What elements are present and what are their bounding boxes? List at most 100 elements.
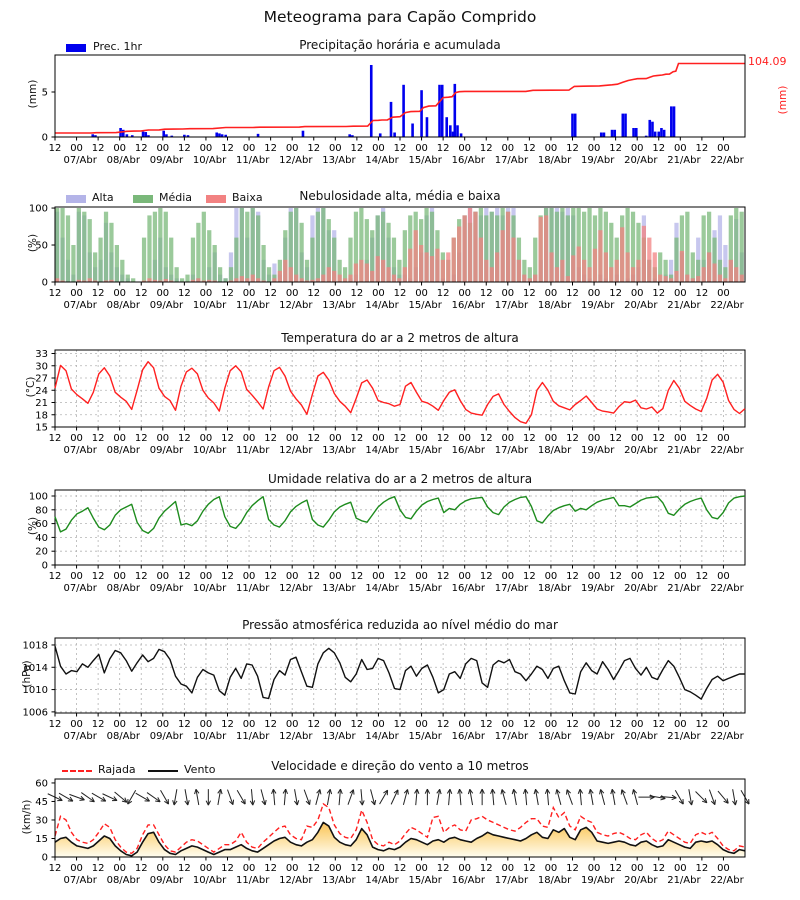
svg-text:07/Abr: 07/Abr	[63, 445, 97, 456]
svg-text:15/Abr: 15/Abr	[408, 155, 442, 166]
svg-text:18/Abr: 18/Abr	[538, 875, 572, 886]
svg-text:00: 00	[631, 288, 644, 299]
svg-text:12: 12	[652, 288, 665, 299]
svg-text:11/Abr: 11/Abr	[236, 155, 270, 166]
svg-text:00: 00	[286, 433, 299, 444]
svg-text:00: 00	[674, 863, 687, 874]
svg-text:00: 00	[415, 571, 428, 582]
svg-text:00: 00	[415, 863, 428, 874]
svg-text:17/Abr: 17/Abr	[495, 875, 529, 886]
svg-text:12: 12	[696, 143, 709, 154]
svg-text:00: 00	[717, 288, 730, 299]
svg-text:20/Abr: 20/Abr	[624, 155, 658, 166]
svg-text:100: 100	[29, 492, 48, 503]
svg-text:5: 5	[42, 87, 48, 98]
svg-text:07/Abr: 07/Abr	[63, 731, 97, 742]
svg-text:00: 00	[243, 143, 256, 154]
svg-text:12: 12	[480, 719, 493, 730]
svg-text:00: 00	[717, 571, 730, 582]
svg-text:12: 12	[566, 719, 579, 730]
svg-text:22/Abr: 22/Abr	[710, 731, 744, 742]
svg-text:15: 15	[35, 423, 48, 434]
svg-text:12: 12	[652, 571, 665, 582]
svg-text:15/Abr: 15/Abr	[408, 445, 442, 456]
svg-text:00: 00	[717, 433, 730, 444]
svg-text:13/Abr: 13/Abr	[322, 583, 356, 594]
svg-text:12: 12	[49, 719, 62, 730]
baixa-legend-label: Baixa	[232, 191, 263, 204]
svg-text:00: 00	[545, 863, 558, 874]
svg-text:12: 12	[49, 143, 62, 154]
svg-text:12: 12	[264, 571, 277, 582]
svg-text:12/Abr: 12/Abr	[279, 583, 313, 594]
svg-text:17/Abr: 17/Abr	[495, 445, 529, 456]
svg-text:00: 00	[674, 571, 687, 582]
svg-text:00: 00	[372, 143, 385, 154]
svg-text:00: 00	[631, 863, 644, 874]
svg-text:00: 00	[415, 143, 428, 154]
pressure-title: Pressão atmosférica reduzida ao nível mé…	[242, 618, 558, 632]
svg-text:00: 00	[631, 571, 644, 582]
svg-text:12: 12	[696, 719, 709, 730]
svg-text:0: 0	[42, 561, 48, 572]
svg-text:14/Abr: 14/Abr	[365, 583, 399, 594]
svg-text:07/Abr: 07/Abr	[63, 875, 97, 886]
svg-text:12: 12	[178, 143, 191, 154]
svg-text:12: 12	[264, 143, 277, 154]
svg-text:21/Abr: 21/Abr	[667, 300, 701, 311]
svg-text:00: 00	[329, 288, 342, 299]
svg-text:18/Abr: 18/Abr	[538, 155, 572, 166]
svg-text:00: 00	[113, 571, 126, 582]
svg-text:00: 00	[501, 719, 514, 730]
svg-text:12: 12	[696, 863, 709, 874]
svg-text:11/Abr: 11/Abr	[236, 583, 270, 594]
svg-text:12: 12	[480, 288, 493, 299]
svg-text:00: 00	[70, 143, 83, 154]
svg-text:00: 00	[286, 288, 299, 299]
svg-text:12: 12	[437, 288, 450, 299]
svg-text:00: 00	[717, 719, 730, 730]
svg-text:17/Abr: 17/Abr	[495, 583, 529, 594]
svg-text:00: 00	[588, 433, 601, 444]
panel-temperature: 12 00 12 00 12 00 12 00 12 00 12 00 12 00 12 00 12 00 12 00…	[35, 349, 746, 456]
svg-text:12: 12	[135, 863, 148, 874]
cloudiness-title: Nebulosidade alta, média e baixa	[299, 189, 501, 203]
svg-text:19/Abr: 19/Abr	[581, 445, 615, 456]
svg-text:00: 00	[545, 719, 558, 730]
svg-text:12: 12	[437, 863, 450, 874]
svg-text:12: 12	[178, 288, 191, 299]
svg-text:00: 00	[415, 288, 428, 299]
svg-text:00: 00	[156, 288, 169, 299]
svg-text:00: 00	[458, 571, 471, 582]
media-legend-label: Média	[159, 191, 193, 204]
svg-text:100: 100	[29, 204, 48, 215]
svg-text:00: 00	[200, 571, 213, 582]
svg-text:00: 00	[545, 288, 558, 299]
svg-text:18/Abr: 18/Abr	[538, 583, 572, 594]
svg-text:09/Abr: 09/Abr	[150, 445, 184, 456]
svg-text:18: 18	[35, 410, 48, 421]
svg-text:12: 12	[609, 863, 622, 874]
svg-text:09/Abr: 09/Abr	[150, 731, 184, 742]
svg-text:00: 00	[70, 288, 83, 299]
svg-text:00: 00	[372, 863, 385, 874]
svg-text:00: 00	[372, 719, 385, 730]
svg-text:00: 00	[372, 433, 385, 444]
svg-text:18/Abr: 18/Abr	[538, 300, 572, 311]
svg-text:12: 12	[523, 863, 536, 874]
svg-text:10/Abr: 10/Abr	[193, 155, 227, 166]
svg-text:09/Abr: 09/Abr	[150, 875, 184, 886]
svg-text:14/Abr: 14/Abr	[365, 875, 399, 886]
svg-text:12: 12	[696, 571, 709, 582]
svg-text:14/Abr: 14/Abr	[365, 445, 399, 456]
svg-text:10/Abr: 10/Abr	[193, 583, 227, 594]
svg-text:16/Abr: 16/Abr	[452, 155, 486, 166]
svg-text:00: 00	[113, 433, 126, 444]
svg-text:13/Abr: 13/Abr	[322, 731, 356, 742]
svg-text:12: 12	[523, 433, 536, 444]
svg-text:12: 12	[566, 863, 579, 874]
svg-text:00: 00	[458, 863, 471, 874]
svg-text:00: 00	[329, 571, 342, 582]
svg-text:00: 00	[243, 863, 256, 874]
